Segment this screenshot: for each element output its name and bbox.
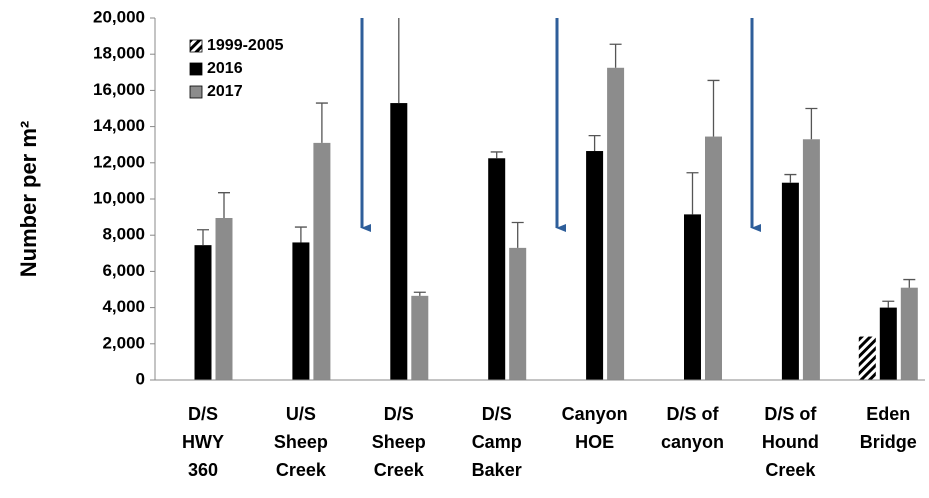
x-tick-label: Sheep	[274, 432, 328, 452]
bar	[292, 242, 310, 380]
legend-label: 1999-2005	[207, 37, 284, 54]
x-tick-label: Canyon	[562, 404, 628, 424]
x-tick-label: Creek	[765, 460, 816, 480]
legend-label: 2017	[207, 83, 243, 100]
bar	[900, 287, 918, 380]
error-bar	[511, 221, 524, 248]
y-tick-label: 4,000	[102, 297, 145, 316]
x-tick-label: D/S	[384, 404, 414, 424]
bar	[781, 182, 799, 380]
bar	[488, 158, 506, 380]
bar	[684, 214, 701, 380]
y-tick-label: 8,000	[102, 225, 145, 244]
y-tick-label: 16,000	[93, 80, 145, 99]
bar	[607, 67, 625, 381]
x-tick-label: Bridge	[860, 432, 917, 452]
annotation-arrows	[360, 18, 761, 232]
error-bar	[315, 102, 328, 143]
x-tick-label: Hound	[762, 432, 819, 452]
plot	[194, 18, 918, 381]
legend-swatch	[189, 39, 203, 53]
x-tick-label: Creek	[374, 460, 425, 480]
error-bar	[784, 173, 797, 183]
error-bar	[294, 226, 307, 243]
legend-swatch	[189, 85, 203, 99]
y-tick-label: 18,000	[93, 44, 145, 63]
x-tick-label: HWY	[182, 432, 224, 452]
y-tick-label: 2,000	[102, 333, 145, 352]
bar	[313, 142, 331, 380]
x-tick-label: Eden	[866, 404, 910, 424]
x-tick-label: D/S of	[667, 404, 720, 424]
legend-swatch	[189, 62, 203, 76]
y-tick-label: 20,000	[93, 7, 145, 26]
x-tick-label: Baker	[472, 460, 522, 480]
x-tick-label: D/S of	[764, 404, 817, 424]
x-tick-label: Creek	[276, 460, 327, 480]
y-tick-label: 10,000	[93, 188, 145, 207]
error-bar	[609, 43, 622, 68]
x-tick-label: canyon	[661, 432, 724, 452]
x-tick-label: D/S	[188, 404, 218, 424]
x-tick-label: HOE	[575, 432, 614, 452]
bar	[879, 307, 897, 380]
error-bar	[805, 107, 818, 140]
bar	[858, 336, 876, 380]
bar	[705, 136, 722, 380]
y-tick-label: 0	[136, 369, 145, 388]
error-bar	[588, 135, 601, 152]
error-bar	[882, 300, 895, 308]
error-bar	[707, 79, 720, 137]
legend-label: 2016	[207, 60, 243, 77]
error-bar	[413, 291, 426, 296]
x-tick-label: 360	[188, 460, 218, 480]
error-bar	[686, 172, 699, 215]
bar	[586, 151, 604, 380]
x-tick-label: Camp	[472, 432, 522, 452]
x-tick-label: Sheep	[372, 432, 426, 452]
error-bar	[903, 278, 916, 288]
error-bar	[490, 151, 503, 159]
x-tick-label: D/S	[482, 404, 512, 424]
bar	[215, 218, 233, 380]
y-tick-label: 14,000	[93, 116, 145, 135]
bar	[509, 247, 527, 380]
error-bar	[197, 229, 209, 246]
error-bar	[398, 18, 400, 104]
bar	[390, 103, 408, 380]
bar	[411, 295, 429, 380]
error-bar	[218, 192, 230, 219]
bar	[194, 245, 212, 380]
bar	[802, 139, 820, 380]
x-tick-label: U/S	[286, 404, 316, 424]
y-axis-label: Number per m²	[16, 121, 41, 277]
y-tick-label: 12,000	[93, 152, 145, 171]
y-tick-label: 6,000	[102, 261, 145, 280]
